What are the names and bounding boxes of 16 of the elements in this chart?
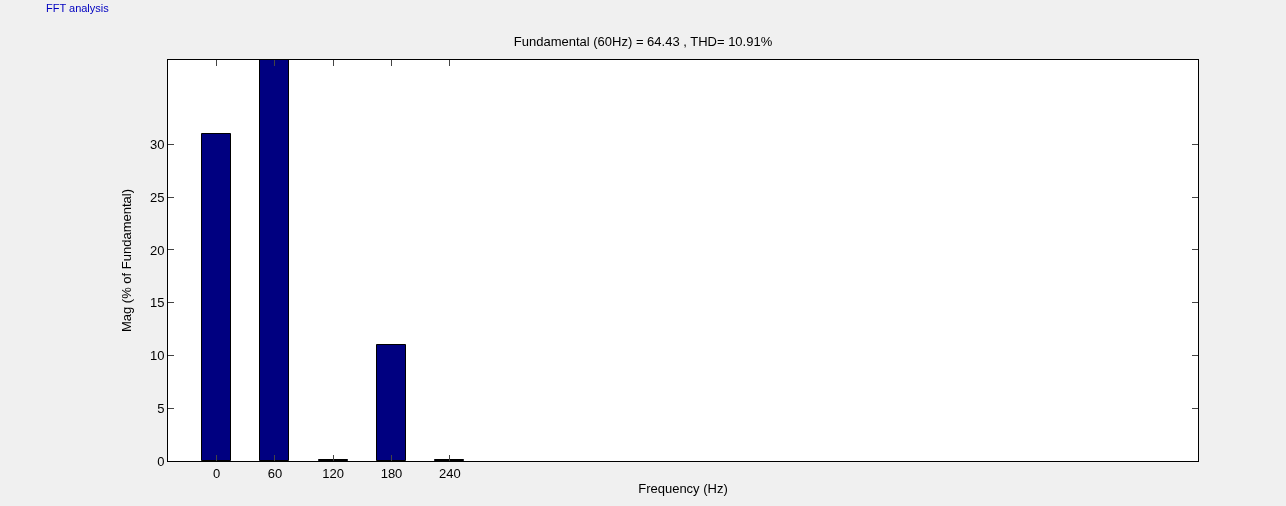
y-axis-title: Mag (% of Fundamental) [118,188,134,333]
x-tick-label: 60 [267,465,283,481]
y-tick-label: 30 [149,136,165,152]
x-tick-label: 120 [322,465,345,481]
y-tick-label: 0 [157,453,165,469]
x-tick-label: 240 [438,465,461,481]
y-tick-label: 25 [149,189,165,205]
x-tick-label: 0 [212,465,221,481]
x-tick-label: 180 [380,465,403,481]
text: FFT analysis [46,2,110,14]
x-axis-title: Frequency (Hz) [638,481,728,497]
y-tick-label: 5 [157,400,165,416]
y-tick-label: 15 [149,295,165,311]
y-tick-label: 20 [149,242,165,258]
chart-title: Fundamental (60Hz) = 64.43 , THD= 10.91% [513,33,773,49]
y-tick-label: 10 [149,348,165,364]
